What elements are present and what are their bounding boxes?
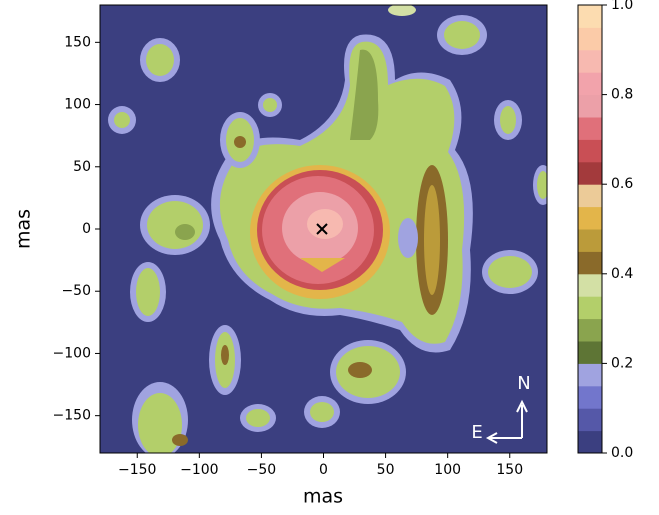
colorbar-frame [577, 4, 603, 454]
colorbar-tick-label: 0.6 [611, 176, 633, 192]
north-arrow [516, 399, 528, 438]
east-arrow [485, 432, 522, 444]
colorbar-band [578, 273, 602, 297]
y-tick-label: 0 [82, 221, 91, 237]
colorbar-band [578, 229, 602, 252]
colorbar-band [578, 251, 602, 275]
x-tick-label: 0 [319, 462, 328, 478]
center-marker [316, 223, 328, 235]
image [100, 5, 547, 453]
x-tick-label: −150 [118, 462, 156, 478]
colorbar-band [578, 161, 602, 185]
colorbar-tick-label: 0.2 [611, 355, 633, 371]
x-axis-label: mas [303, 486, 343, 508]
colorbar-band [578, 430, 602, 454]
colorbar-band [578, 5, 602, 28]
colorbar-tick-label: 0.8 [611, 87, 633, 103]
north-label: N [517, 373, 530, 394]
x-tick-label: 50 [377, 462, 395, 478]
compass: N E [471, 373, 531, 444]
colorbar-band [578, 49, 602, 73]
colorbar-band [578, 408, 602, 432]
y-axis-label: mas [13, 209, 35, 249]
colorbar-band [578, 94, 602, 118]
east-label: E [471, 422, 482, 443]
colorbar-tick-label: 0.4 [611, 266, 633, 282]
colorbar-band [578, 385, 602, 409]
colorbar-band [578, 318, 602, 342]
y-tick-label: 50 [73, 159, 91, 175]
colorbar-tick-label: 0.0 [611, 445, 633, 461]
x-tick-label: 150 [496, 462, 523, 478]
colorbar-band [578, 296, 602, 320]
y-tick-label: −150 [53, 408, 91, 424]
colorbar-band [578, 341, 602, 364]
colorbar-band [578, 139, 602, 163]
colorbar-band [578, 184, 602, 208]
colorbar-band [578, 117, 602, 140]
colorbar-band [578, 72, 602, 96]
colorbar-band [578, 363, 602, 387]
y-tick-label: −100 [53, 345, 91, 361]
x-tick-label: −50 [247, 462, 277, 478]
y-tick-label: 100 [64, 97, 91, 113]
small-blobs [108, 5, 547, 453]
y-tick-label: 150 [64, 34, 91, 50]
x-tick-label: 100 [434, 462, 461, 478]
colorbar-band [578, 27, 602, 51]
y-tick-label: −50 [61, 283, 91, 299]
x-tick-label: −100 [180, 462, 218, 478]
colorbar-tick-label: 1.0 [611, 0, 633, 13]
colorbar-band [578, 206, 602, 230]
